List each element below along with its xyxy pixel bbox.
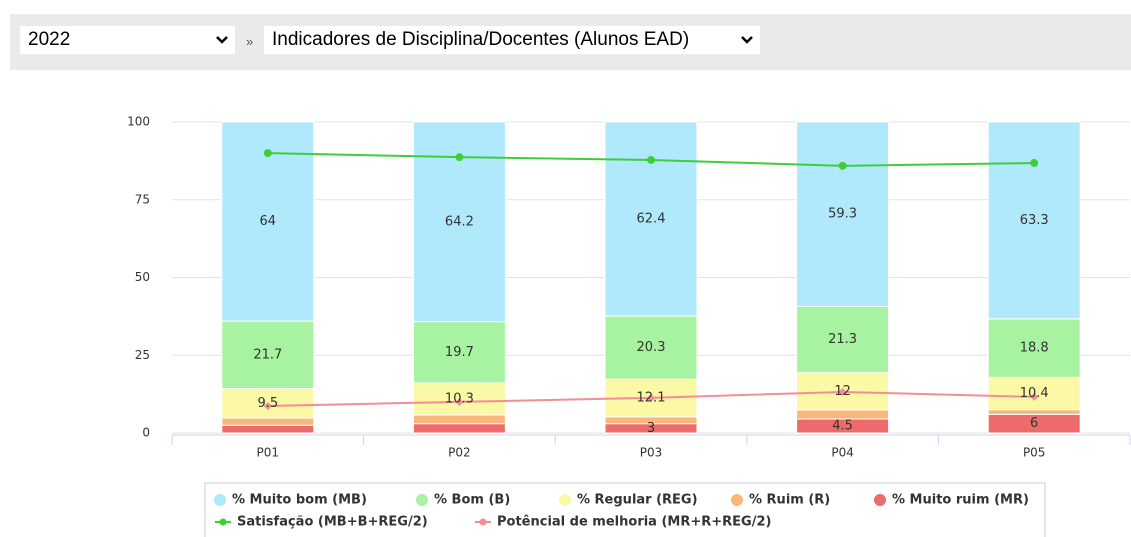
- bar-segment: [412, 423, 506, 434]
- value-label: 20.3: [637, 340, 666, 355]
- x-tick-label: P03: [640, 446, 663, 460]
- legend-label: Potêncial de melhoria (MR+R+REG/2): [497, 515, 771, 530]
- value-label: 62.4: [637, 212, 666, 227]
- y-tick-label: 100: [127, 115, 150, 129]
- legend-marker: [219, 518, 227, 526]
- separator: »: [246, 34, 254, 49]
- value-label: 63.3: [1020, 213, 1049, 228]
- legend-marker: [874, 494, 886, 506]
- legend-label: % Bom (B): [434, 493, 510, 508]
- bar-segment: [987, 121, 1081, 320]
- legend-label: % Muito bom (MB): [232, 493, 367, 508]
- legend-label: Satisfação (MB+B+REG/2): [237, 515, 428, 530]
- x-tick-label: P05: [1023, 446, 1046, 460]
- chevron: [741, 36, 753, 44]
- bar-segment: [221, 424, 315, 434]
- year-value: 2022: [28, 29, 71, 50]
- report-value: Indicadores de Disciplina/Docentes (Alun…: [272, 29, 690, 50]
- y-tick-label: 0: [142, 426, 150, 440]
- line-point: [838, 387, 847, 396]
- legend-label: % Ruim (R): [749, 493, 830, 508]
- bar-segment: [796, 121, 890, 307]
- line-point: [263, 401, 272, 410]
- value-label: 64: [260, 214, 277, 229]
- value-label: 9.5: [257, 396, 278, 411]
- value-label: 12: [834, 384, 851, 399]
- legend-marker: [214, 494, 226, 506]
- legend-marker: [559, 494, 571, 506]
- value-label: 59.3: [828, 207, 857, 222]
- year-select[interactable]: 2022: [20, 26, 235, 54]
- value-label: 64.2: [445, 214, 474, 229]
- line-point: [1030, 159, 1039, 168]
- bar-segment: [221, 417, 315, 426]
- bar-segment: [987, 409, 1081, 415]
- value-label: 12.1: [637, 391, 666, 406]
- legend-label: % Regular (REG): [577, 493, 698, 508]
- value-label: 3: [647, 421, 655, 436]
- value-label: 4.5: [832, 419, 853, 434]
- value-label: 10.3: [445, 391, 474, 406]
- value-label: 21.7: [253, 347, 282, 362]
- line-point: [1030, 392, 1039, 401]
- value-label: 21.3: [828, 332, 857, 347]
- legend-box: [204, 482, 1046, 537]
- value-label: 6: [1030, 416, 1038, 431]
- bar-segment: [604, 121, 698, 317]
- value-label: 10.4: [1020, 386, 1049, 401]
- bar-segment: [604, 315, 698, 380]
- bar-segment: [221, 320, 315, 390]
- line-point: [263, 149, 272, 158]
- x-tick-label: P01: [257, 446, 280, 460]
- value-label: 19.7: [445, 345, 474, 360]
- line-point: [838, 161, 847, 170]
- line-point: [455, 153, 464, 162]
- chevron: [216, 36, 228, 44]
- x-tick-label: P04: [831, 446, 854, 460]
- bar-segment: [796, 305, 890, 374]
- value-label: 18.8: [1020, 341, 1049, 356]
- legend-marker: [731, 494, 743, 506]
- report-select[interactable]: Indicadores de Disciplina/Docentes (Alun…: [264, 26, 760, 54]
- x-tick-label: P02: [448, 446, 471, 460]
- bar-segment: [412, 321, 506, 384]
- line-point: [647, 155, 655, 164]
- legend-marker: [479, 518, 487, 526]
- line-point: [647, 393, 655, 402]
- bar-segment: [412, 414, 506, 425]
- line-point: [455, 397, 464, 406]
- y-tick-label: 75: [135, 192, 150, 206]
- legend-marker: [416, 494, 428, 506]
- y-tick-label: 50: [135, 270, 150, 284]
- legend-label: % Muito ruim (MR): [892, 493, 1029, 508]
- bar-segment: [987, 318, 1081, 378]
- y-tick-label: 25: [135, 348, 150, 362]
- toolbar: 2022 » Indicadores de Disciplina/Docente…: [10, 14, 1131, 70]
